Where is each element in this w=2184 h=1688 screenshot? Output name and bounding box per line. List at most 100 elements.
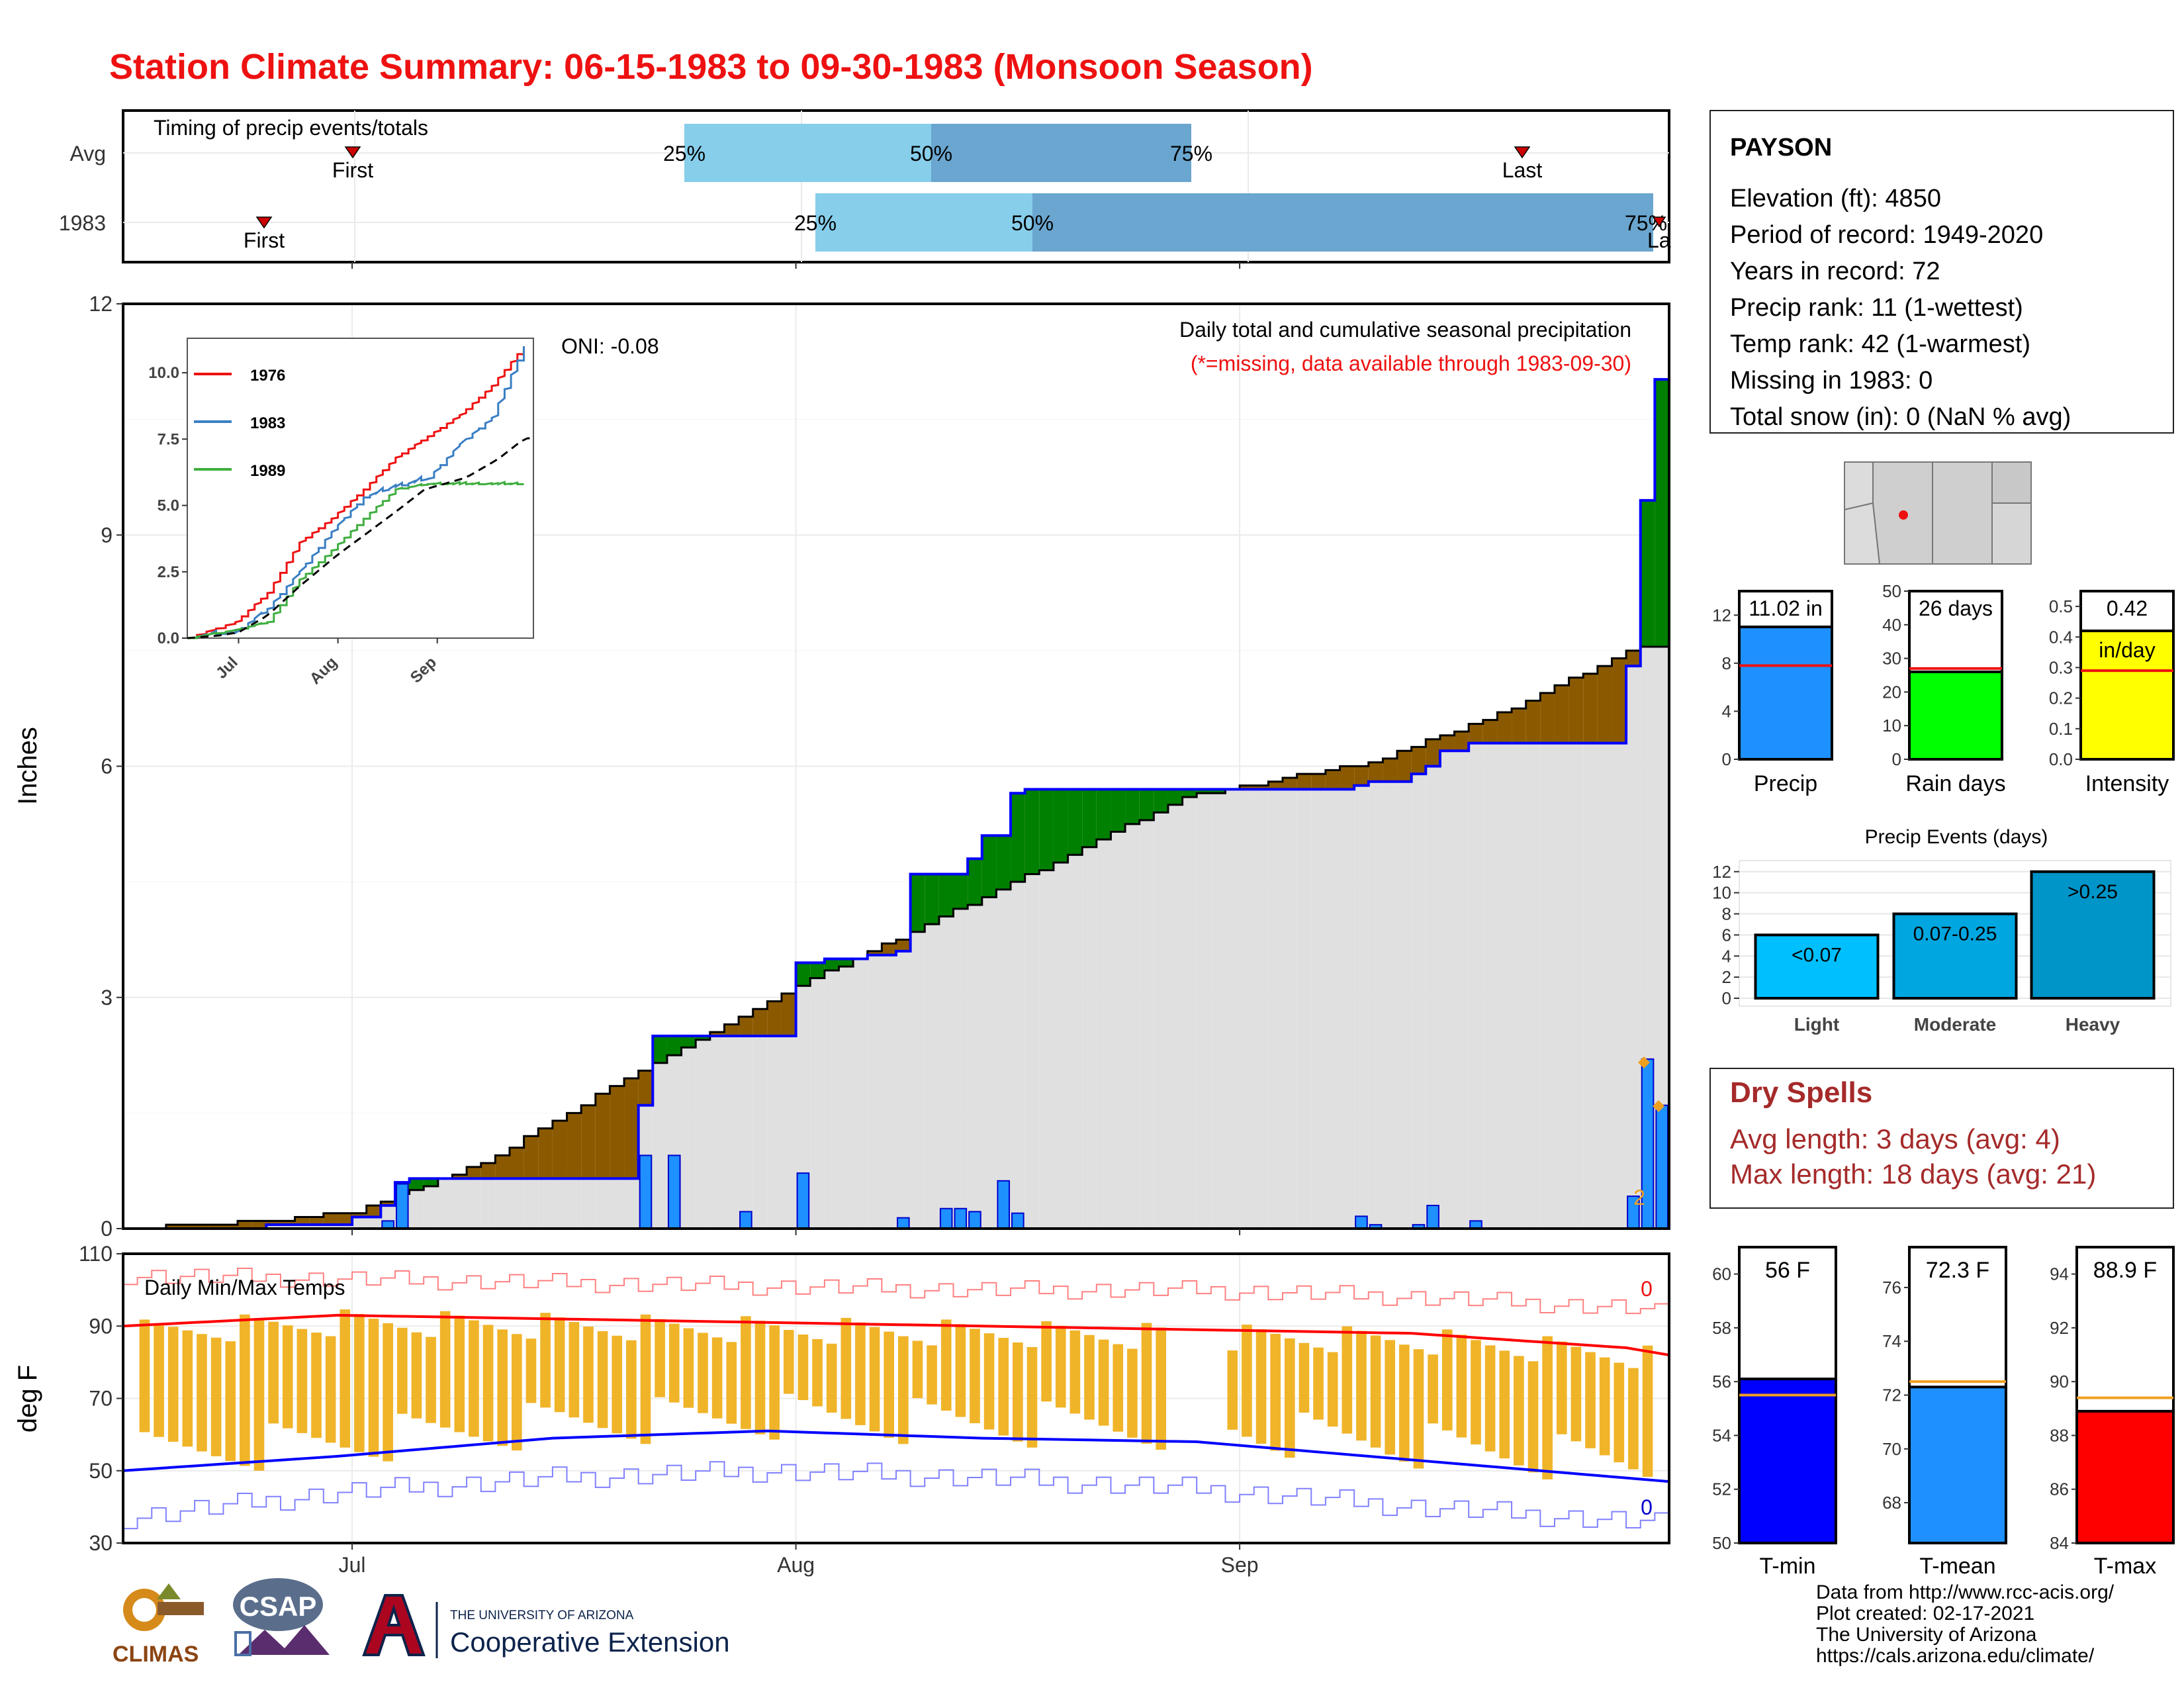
y-tick-label: 6 bbox=[101, 755, 113, 778]
daily-temp-bar bbox=[525, 1338, 537, 1403]
anomaly-fill bbox=[1182, 789, 1197, 798]
y-tick-label: 70 bbox=[89, 1387, 113, 1411]
temp-value-label: 72.3 F bbox=[1926, 1258, 1989, 1283]
anomaly-fill bbox=[1411, 747, 1426, 774]
dry-spells-title: Dry Spells bbox=[1730, 1076, 1872, 1109]
summary-bar bbox=[1908, 670, 2003, 761]
cumulative-fill bbox=[280, 1225, 295, 1229]
daily-temp-bar bbox=[325, 1336, 336, 1443]
anomaly-fill bbox=[867, 951, 882, 955]
station-dot bbox=[1899, 510, 1908, 520]
anomaly-fill bbox=[1283, 777, 1297, 790]
cumulative-fill bbox=[1111, 831, 1126, 1229]
anomaly-fill bbox=[796, 962, 811, 986]
cumulative-fill bbox=[1253, 789, 1269, 1229]
anomaly-fill bbox=[1197, 789, 1211, 794]
anomaly-fill bbox=[1053, 789, 1068, 863]
anomaly-fill bbox=[538, 1128, 553, 1179]
anomaly-fill bbox=[552, 1121, 567, 1179]
temp-tick-label: 88 bbox=[2050, 1425, 2069, 1445]
avg-q50-label: 50% bbox=[910, 142, 952, 165]
daily-temp-bar bbox=[569, 1322, 580, 1418]
daily-temp-bar bbox=[1069, 1330, 1081, 1414]
anomaly-fill bbox=[338, 1213, 353, 1225]
daily-temp-bar bbox=[754, 1321, 766, 1434]
daily-temp-bar bbox=[1570, 1346, 1582, 1442]
summary-tick-label: 10 bbox=[1882, 716, 1901, 735]
anomaly-fill bbox=[1482, 720, 1498, 743]
daily-temp-bar bbox=[1356, 1331, 1367, 1441]
summary-value-label: 26 days bbox=[1919, 596, 1993, 620]
temp-bar-label: T-min bbox=[1760, 1554, 1816, 1579]
daily-temp-bar bbox=[240, 1314, 250, 1466]
precip-annotation: Daily total and cumulative seasonal prec… bbox=[1179, 318, 1631, 342]
anomaly-fill bbox=[1297, 774, 1312, 790]
events-tick-label: 4 bbox=[1722, 946, 1731, 966]
anomaly-fill bbox=[696, 1035, 710, 1040]
temp-tick-label: 72 bbox=[1882, 1385, 1901, 1405]
anomaly-fill bbox=[752, 1009, 768, 1036]
avg-first-marker bbox=[344, 146, 361, 159]
anomaly-fill bbox=[724, 1024, 739, 1036]
events-bar-label: <0.07 bbox=[1792, 944, 1842, 966]
anomaly-fill bbox=[1240, 785, 1254, 790]
cumulative-fill bbox=[981, 897, 997, 1229]
y-tick-label: 110 bbox=[79, 1242, 113, 1266]
cumulative-fill bbox=[752, 1035, 768, 1229]
station-line: Period of record: 1949-2020 bbox=[1730, 221, 2043, 249]
anomaly-fill bbox=[638, 1070, 653, 1105]
cumulative-fill bbox=[567, 1178, 582, 1229]
daily-temp-bar bbox=[268, 1321, 279, 1424]
daily-temp-bar bbox=[1313, 1347, 1324, 1420]
events-category-label: Light bbox=[1794, 1014, 1839, 1035]
cumulative-fill bbox=[867, 955, 882, 1229]
anomaly-fill bbox=[1640, 500, 1655, 647]
ua-logo: THE UNIVERSITY OF ARIZONA Cooperative Ex… bbox=[362, 1594, 730, 1658]
cumulative-fill bbox=[1297, 789, 1312, 1229]
cumulative-fill bbox=[1125, 823, 1140, 1229]
yr-q25-q50-bar bbox=[815, 193, 1032, 252]
record-low-count: 0 bbox=[1641, 1495, 1653, 1519]
cumulative-fill bbox=[896, 951, 911, 1229]
cumulative-fill bbox=[538, 1178, 553, 1229]
anomaly-fill bbox=[968, 859, 982, 906]
anomaly-fill bbox=[295, 1217, 310, 1225]
daily-temp-bar bbox=[783, 1330, 794, 1394]
anomaly-fill bbox=[610, 1086, 625, 1179]
inset-series-line bbox=[187, 481, 524, 639]
anomaly-fill bbox=[739, 1016, 753, 1036]
daily-temp-bar bbox=[253, 1318, 265, 1471]
temp-summary-bar bbox=[1738, 1378, 1837, 1544]
daily-temp-bar bbox=[1642, 1345, 1653, 1477]
inset-y-tick-label: 5.0 bbox=[158, 497, 179, 515]
cumulative-fill bbox=[882, 955, 896, 1229]
temp-value-label: 56 F bbox=[1765, 1258, 1810, 1283]
anomaly-fill bbox=[1311, 774, 1326, 790]
avg-last-label: Last bbox=[1502, 158, 1543, 182]
cumulative-fill bbox=[1512, 743, 1526, 1229]
anomaly-fill bbox=[1397, 751, 1412, 782]
inset-series-line bbox=[187, 346, 525, 639]
daily-temp-bar bbox=[711, 1337, 723, 1419]
events-title: Precip Events (days) bbox=[1865, 826, 2048, 848]
summary-bars: 11.02 in 0 4 8 12 Precip 26 days 0 10 20 30 40 50 Rai… bbox=[1712, 581, 2175, 796]
y-tick-label: 50 bbox=[89, 1459, 113, 1483]
temp-tick-label: 60 bbox=[1712, 1264, 1731, 1284]
anomaly-fill bbox=[1612, 658, 1627, 743]
daily-precip-bar bbox=[1011, 1212, 1024, 1230]
precip-panel: 0 3 6 9 12 Inches ONI: -0.08 Daily total and… bbox=[13, 262, 1670, 1241]
summary-value-unit: in/day bbox=[2099, 638, 2155, 662]
anomaly-fill bbox=[681, 1035, 696, 1048]
daily-precip-bar bbox=[954, 1207, 968, 1230]
legend-1976: 1976 bbox=[250, 367, 285, 385]
daily-temp-bar bbox=[512, 1334, 522, 1451]
cumulative-fill bbox=[510, 1178, 524, 1229]
cumulative-fill bbox=[839, 966, 854, 1229]
dry-spells-max: Max length: 18 days (avg: 21) bbox=[1730, 1158, 2096, 1190]
anomaly-fill bbox=[208, 1225, 224, 1229]
daily-temp-bar bbox=[998, 1338, 1009, 1436]
y-tick-label: 0 bbox=[101, 1217, 113, 1241]
missing-annotation: (*=missing, data available through 1983-… bbox=[1191, 352, 1631, 375]
rain-marker bbox=[1638, 1056, 1650, 1068]
anomaly-fill bbox=[165, 1225, 181, 1229]
